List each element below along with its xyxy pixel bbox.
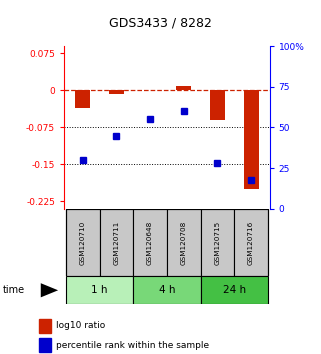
Polygon shape: [201, 276, 268, 304]
Bar: [176, 86, 191, 90]
Polygon shape: [100, 209, 133, 276]
Text: 24 h: 24 h: [223, 285, 246, 295]
Polygon shape: [201, 209, 234, 276]
Bar: [75, 90, 90, 108]
Text: percentile rank within the sample: percentile rank within the sample: [56, 341, 209, 350]
Bar: [109, 90, 124, 95]
Text: GSM120715: GSM120715: [214, 220, 221, 265]
Text: GSM120708: GSM120708: [181, 220, 187, 265]
Text: GSM120716: GSM120716: [248, 220, 254, 265]
Polygon shape: [133, 276, 201, 304]
Bar: [39, 319, 51, 333]
Polygon shape: [66, 209, 100, 276]
Bar: [39, 338, 51, 352]
Polygon shape: [66, 276, 133, 304]
Bar: [210, 90, 225, 120]
Polygon shape: [167, 209, 201, 276]
Bar: [244, 90, 259, 189]
Polygon shape: [133, 209, 167, 276]
Polygon shape: [41, 283, 58, 297]
Text: GDS3433 / 8282: GDS3433 / 8282: [109, 17, 212, 29]
Text: time: time: [3, 285, 25, 295]
Polygon shape: [234, 209, 268, 276]
Text: GSM120710: GSM120710: [80, 220, 86, 265]
Text: 1 h: 1 h: [91, 285, 108, 295]
Text: log10 ratio: log10 ratio: [56, 321, 105, 330]
Text: 4 h: 4 h: [159, 285, 175, 295]
Text: GSM120711: GSM120711: [113, 220, 119, 265]
Text: GSM120648: GSM120648: [147, 220, 153, 265]
